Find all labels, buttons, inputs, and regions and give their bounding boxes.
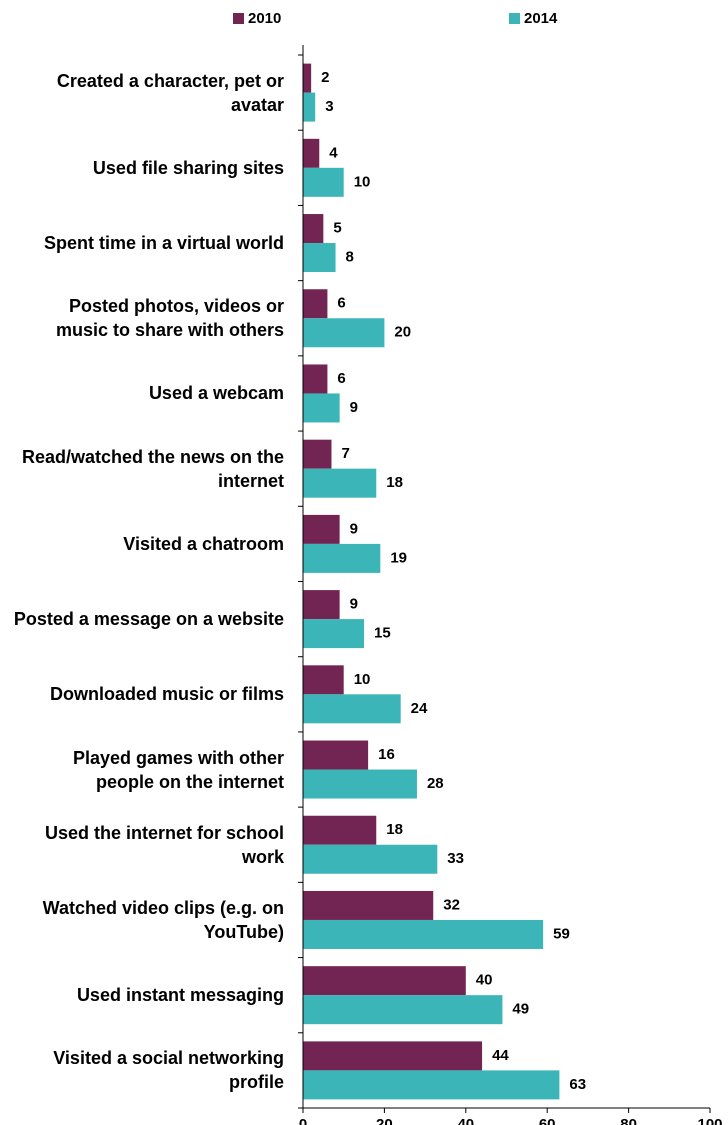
bar <box>303 665 344 695</box>
bar <box>303 289 328 319</box>
value-label: 9 <box>350 399 358 416</box>
value-label: 18 <box>386 474 403 491</box>
category-label: Spent time in a virtual world <box>43 233 284 254</box>
x-tick-label: 100 <box>697 1116 722 1125</box>
bar <box>303 740 369 770</box>
value-label: 44 <box>492 1047 509 1064</box>
legend-label: 2010 <box>248 10 281 27</box>
bar <box>303 694 401 724</box>
bar <box>303 995 503 1025</box>
bar <box>303 1041 483 1071</box>
value-label: 6 <box>337 370 345 387</box>
bar <box>303 1070 560 1100</box>
category-label: Posted photos, videos or music to share … <box>55 296 284 341</box>
legend-swatch <box>509 13 520 24</box>
category-label: Visited a social networking profile <box>53 1048 284 1093</box>
value-label: 20 <box>394 324 411 341</box>
value-label: 63 <box>569 1076 586 1093</box>
value-label: 15 <box>374 625 391 642</box>
value-label: 9 <box>350 520 358 537</box>
bar <box>303 63 312 93</box>
value-label: 10 <box>354 671 371 688</box>
value-label: 6 <box>337 295 345 312</box>
value-label: 24 <box>411 700 428 717</box>
legend-label: 2014 <box>524 10 558 27</box>
bar <box>303 543 381 573</box>
value-label: 4 <box>329 144 338 161</box>
bar <box>303 364 328 394</box>
value-label: 7 <box>341 445 349 462</box>
category-label: Used file sharing sites <box>92 157 284 178</box>
value-label: 19 <box>390 549 407 566</box>
value-label: 49 <box>512 1001 529 1018</box>
value-label: 40 <box>476 972 493 989</box>
bar <box>303 393 340 423</box>
category-label: Played games with other people on the in… <box>72 747 284 792</box>
category-label: Used a webcam <box>148 383 284 404</box>
bar <box>303 138 320 168</box>
x-tick-label: 20 <box>376 1116 393 1125</box>
bar <box>303 919 544 949</box>
value-label: 33 <box>447 850 464 867</box>
category-label: Posted a message on a website <box>13 609 284 630</box>
bar <box>303 92 316 122</box>
category-label: Downloaded music or films <box>49 684 284 705</box>
value-label: 9 <box>350 596 358 613</box>
category-label: Used instant messaging <box>76 985 284 1006</box>
value-label: 18 <box>386 821 403 838</box>
bar <box>303 167 344 197</box>
value-label: 2 <box>321 69 329 86</box>
bar <box>303 590 340 620</box>
value-label: 3 <box>325 98 333 115</box>
bar <box>303 890 434 920</box>
category-label: Watched video clips (e.g. on YouTube) <box>42 897 284 942</box>
value-label: 10 <box>354 173 371 190</box>
category-label: Visited a chatroom <box>123 533 284 554</box>
bar <box>303 815 377 845</box>
bar <box>303 318 385 348</box>
x-tick-label: 60 <box>539 1116 556 1125</box>
legend-swatch <box>233 13 244 24</box>
x-tick-label: 40 <box>457 1116 474 1125</box>
value-label: 32 <box>443 896 460 913</box>
value-label: 8 <box>346 249 354 266</box>
category-label: Used the internet for school work <box>44 822 284 867</box>
value-label: 28 <box>427 775 444 792</box>
bar <box>303 514 340 544</box>
bar <box>303 214 324 244</box>
x-tick-label: 80 <box>620 1116 637 1125</box>
value-label: 5 <box>333 220 341 237</box>
bar <box>303 243 336 273</box>
category-label: Read/watched the news on the internet <box>21 446 284 491</box>
bar <box>303 966 466 996</box>
bar <box>303 844 438 874</box>
bar <box>303 619 365 649</box>
bar <box>303 439 332 469</box>
x-tick-label: 0 <box>299 1116 307 1125</box>
value-label: 16 <box>378 746 395 763</box>
bar <box>303 468 377 498</box>
bar <box>303 769 417 799</box>
value-label: 59 <box>553 925 570 942</box>
category-label: Created a character, pet or avatar <box>56 70 284 115</box>
